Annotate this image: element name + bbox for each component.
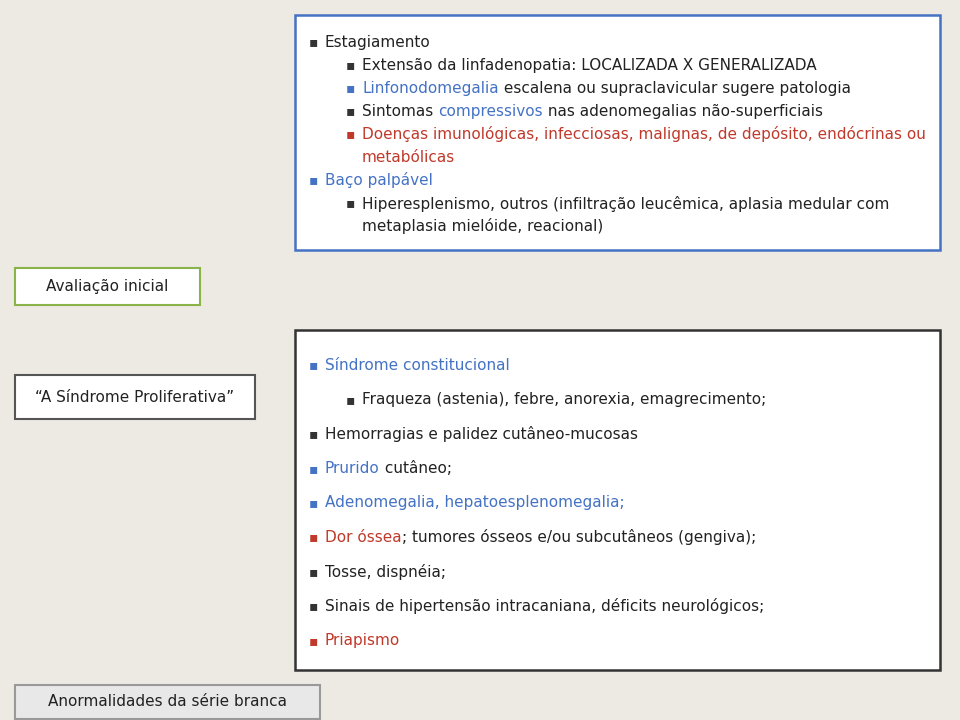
Text: Tosse, dispnéia;: Tosse, dispnéia; — [325, 564, 446, 580]
Text: ▪: ▪ — [346, 392, 354, 407]
Text: Extensão da linfadenopatia: LOCALIZADA X GENERALIZADA: Extensão da linfadenopatia: LOCALIZADA X… — [362, 58, 817, 73]
Text: ▪: ▪ — [308, 427, 318, 441]
Text: ▪: ▪ — [308, 634, 318, 648]
Text: Sinais de hipertensão intracaniana, déficits neurológicos;: Sinais de hipertensão intracaniana, défi… — [325, 598, 764, 614]
Text: Fraqueza (astenia), febre, anorexia, emagrecimento;: Fraqueza (astenia), febre, anorexia, ema… — [362, 392, 766, 408]
Text: escalena ou supraclavicular sugere patologia: escalena ou supraclavicular sugere patol… — [498, 81, 851, 96]
Text: ▪: ▪ — [308, 462, 318, 475]
Text: ▪: ▪ — [308, 565, 318, 579]
Text: Hiperesplenismo, outros (infiltração leucêmica, aplasia medular com: Hiperesplenismo, outros (infiltração leu… — [362, 196, 889, 212]
Text: ▪: ▪ — [308, 35, 318, 50]
Text: ▪: ▪ — [308, 599, 318, 613]
Text: nas adenomegalias não-superficiais: nas adenomegalias não-superficiais — [542, 104, 823, 119]
Text: ; tumores ósseos e/ou subcutâneos (gengiva);: ; tumores ósseos e/ou subcutâneos (gengi… — [401, 529, 756, 546]
Bar — [295, 330, 940, 670]
Bar — [15, 685, 320, 719]
Text: cutâneo;: cutâneo; — [380, 461, 452, 476]
Text: ▪: ▪ — [308, 496, 318, 510]
Text: Estagiamento: Estagiamento — [325, 35, 431, 50]
Bar — [295, 15, 940, 250]
Text: ▪: ▪ — [346, 104, 354, 119]
Text: metaplasia mielóide, reacional): metaplasia mielóide, reacional) — [362, 218, 603, 235]
Text: ▪: ▪ — [308, 174, 318, 187]
Text: Linfonodomegalia: Linfonodomegalia — [362, 81, 498, 96]
Text: Doenças imunológicas, infecciosas, malignas, de depósito, endócrinas ou: Doenças imunológicas, infecciosas, malig… — [362, 127, 925, 143]
Bar — [15, 268, 200, 305]
Text: compressivos: compressivos — [438, 104, 542, 119]
Text: ▪: ▪ — [346, 127, 354, 142]
Text: ▪: ▪ — [308, 531, 318, 544]
Text: ▪: ▪ — [308, 359, 318, 372]
Text: metabólicas: metabólicas — [362, 150, 455, 165]
Text: ▪: ▪ — [346, 197, 354, 210]
Text: Sintomas: Sintomas — [362, 104, 438, 119]
Text: Dor óssea: Dor óssea — [325, 530, 401, 545]
Text: “A Síndrome Proliferativa”: “A Síndrome Proliferativa” — [36, 390, 234, 405]
Text: Hemorragias e palidez cutâneo-mucosas: Hemorragias e palidez cutâneo-mucosas — [325, 426, 638, 442]
Text: Avaliação inicial: Avaliação inicial — [46, 279, 169, 294]
Text: ▪: ▪ — [346, 58, 354, 73]
Text: Priapismo: Priapismo — [325, 634, 400, 648]
Text: Anormalidades da série branca: Anormalidades da série branca — [48, 695, 287, 709]
Bar — [15, 375, 255, 419]
Text: Síndrome constitucional: Síndrome constitucional — [325, 358, 510, 373]
Text: Adenomegalia, hepatoesplenomegalia;: Adenomegalia, hepatoesplenomegalia; — [325, 495, 625, 510]
Text: ▪: ▪ — [346, 81, 354, 96]
Text: Baço palpável: Baço palpável — [325, 173, 433, 189]
Text: Prurido: Prurido — [325, 461, 380, 476]
